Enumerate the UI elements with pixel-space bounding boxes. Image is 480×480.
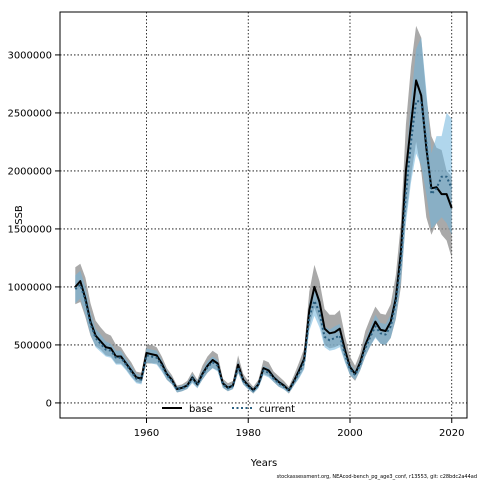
x-tick-label: 1960 bbox=[134, 428, 159, 439]
x-tick-label: 2020 bbox=[439, 428, 464, 439]
footnote: stockassessment.org, NEAcod-bench_pg_age… bbox=[277, 474, 477, 480]
series-line-base bbox=[74, 79, 453, 392]
y-tick-label: 1000000 bbox=[7, 282, 52, 293]
y-tick-label: 2000000 bbox=[7, 166, 52, 177]
y-tick-label: 2500000 bbox=[7, 108, 52, 119]
ci-band-base bbox=[75, 25, 452, 394]
series-line-current bbox=[74, 100, 453, 392]
y-axis: 0 500000 1000000 1500000 2000000 2500000 30000… bbox=[7, 50, 60, 409]
y-tick-label: 0 bbox=[46, 398, 52, 409]
x-axis: 1960 1980 2000 2020 bbox=[134, 418, 464, 439]
ci-band-current bbox=[75, 37, 452, 394]
legend: base current bbox=[162, 404, 295, 415]
y-tick-label: 500000 bbox=[14, 340, 52, 351]
x-axis-title: Years bbox=[250, 458, 277, 469]
confidence-bands bbox=[75, 25, 452, 394]
plot-frame bbox=[59, 11, 468, 419]
grid bbox=[60, 12, 467, 418]
y-axis-title: SSB bbox=[14, 205, 25, 225]
y-tick-label: 1500000 bbox=[7, 224, 52, 235]
legend-label-current: current bbox=[259, 404, 295, 415]
legend-label-base: base bbox=[189, 404, 213, 415]
x-tick-label: 2000 bbox=[337, 428, 362, 439]
series-lines bbox=[74, 79, 453, 392]
y-tick-label: 3000000 bbox=[7, 50, 52, 61]
x-tick-label: 1980 bbox=[236, 428, 261, 439]
